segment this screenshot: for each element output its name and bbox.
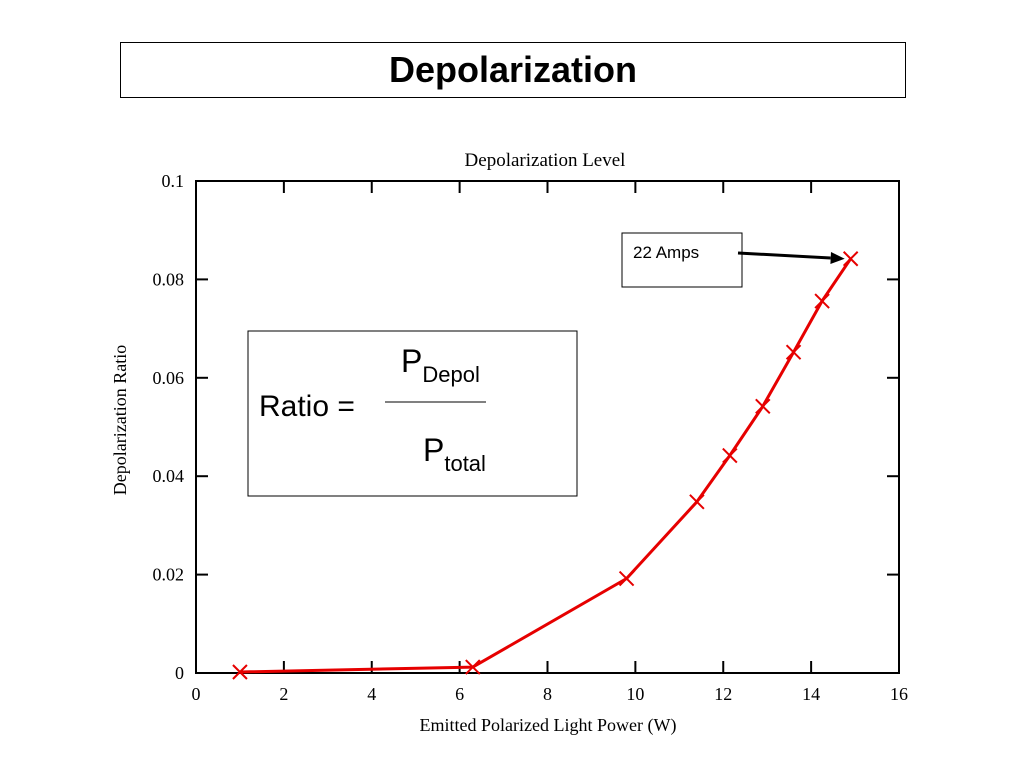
data-series	[232, 251, 859, 680]
annotation-callout: 22 Amps	[621, 232, 845, 288]
data-point-marker	[465, 659, 481, 675]
annotation-box	[621, 232, 743, 288]
y-tick-label: 0.04	[153, 466, 185, 486]
data-point-marker	[689, 494, 705, 510]
data-point-marker	[785, 344, 802, 360]
y-tick-label: 0.02	[153, 565, 185, 585]
y-tick-label: 0.08	[153, 269, 185, 289]
x-tick-label: 0	[192, 684, 201, 704]
formula-denominator-main: P	[423, 432, 444, 468]
annotation-arrow	[737, 251, 831, 260]
annotation-arrowhead	[830, 252, 845, 264]
formula-numerator-main: P	[401, 343, 422, 379]
x-tick-label: 8	[543, 684, 552, 704]
data-point-marker	[618, 570, 635, 587]
formula-box: Ratio = PDepol Ptotal	[247, 330, 578, 497]
y-tick-label: 0	[175, 663, 184, 683]
x-tick-label: 4	[367, 684, 376, 704]
formula-denominator: Ptotal	[423, 432, 486, 476]
y-tick-label: 0.1	[162, 171, 185, 191]
formula-frame	[247, 330, 578, 497]
x-tick-label: 16	[890, 684, 908, 704]
y-tick-label: 0.06	[153, 368, 185, 388]
chart-title: Depolarization Level	[465, 150, 626, 171]
annotation-label: 22 Amps	[633, 243, 699, 262]
formula-numerator-sub: Depol	[422, 362, 479, 387]
formula-numerator: PDepol	[401, 343, 480, 387]
slide-title: Depolarization	[388, 49, 638, 90]
x-tick-label: 12	[714, 684, 732, 704]
x-tick-label: 6	[455, 684, 464, 704]
data-point-marker	[722, 447, 738, 464]
formula-lhs: Ratio =	[259, 390, 355, 423]
y-axis-label: Depolarization Ratio	[110, 345, 130, 495]
x-tick-label: 2	[279, 684, 288, 704]
x-tick-label: 10	[626, 684, 644, 704]
data-point-marker	[755, 398, 771, 415]
x-tick-label: 14	[802, 684, 820, 704]
axis-ticks: 0 2 4 6 8 10 12 14 16 0 0.02 0.04 0.06 0.08 0.1	[153, 171, 909, 704]
slide-title-box: Depolarization	[120, 42, 906, 98]
x-axis-label: Emitted Polarized Light Power (W)	[420, 715, 677, 736]
data-point-marker	[842, 251, 859, 267]
formula-denominator-sub: total	[444, 451, 486, 476]
data-point-marker	[814, 293, 830, 309]
data-point-marker	[232, 664, 248, 680]
